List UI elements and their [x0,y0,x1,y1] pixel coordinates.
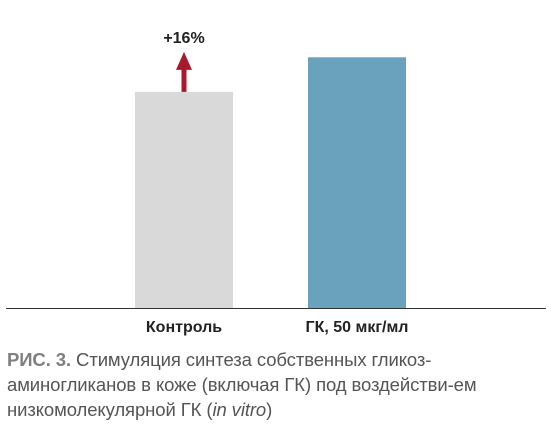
caption-text-end: ) [266,399,273,420]
up-arrow-icon [176,51,192,70]
bar-1 [135,91,233,308]
figure-label: РИС. 3. [7,349,72,370]
annotation-label: +16% [163,30,204,47]
caption-text: Стимуляция синтеза собственных гликоз-ам… [7,349,477,420]
caption-latin-term: in vitro [212,399,267,420]
up-arrow-shaft [181,67,187,92]
category-label-2: ГК, 50 мкг/мл [306,319,409,336]
figure-caption: РИС. 3. Стимуляция синтеза собственных г… [7,347,547,422]
bar-2 [308,57,406,309]
category-label-1: Контроль [146,319,222,336]
bar-chart: Контроль ГК, 50 мкг/мл +16% [6,30,546,336]
